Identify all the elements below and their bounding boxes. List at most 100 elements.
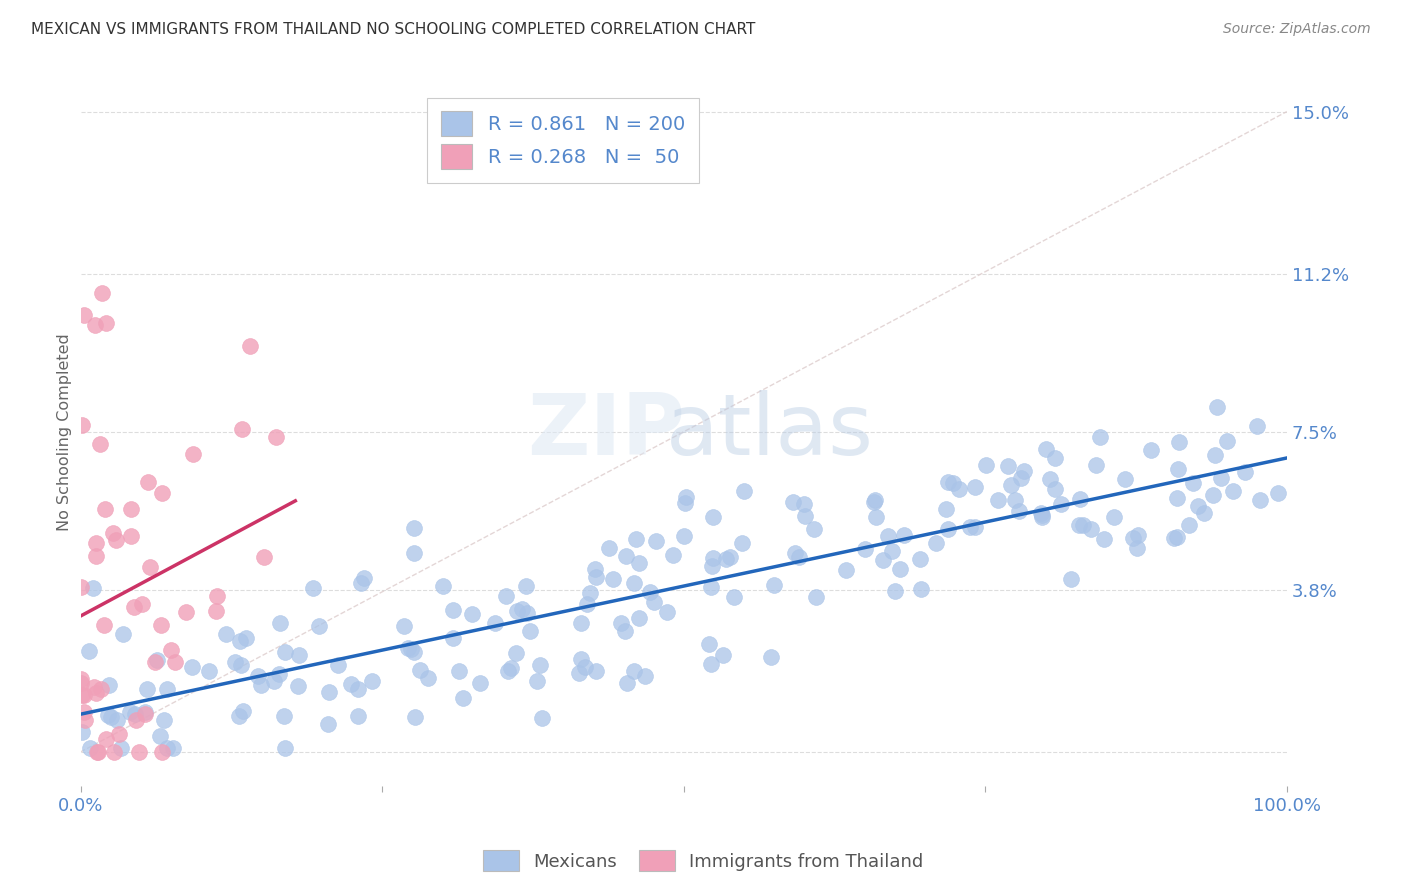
Point xyxy=(156,740,179,755)
Point xyxy=(910,552,932,566)
Point xyxy=(274,740,297,755)
Point xyxy=(1069,517,1091,532)
Point xyxy=(506,604,529,618)
Point xyxy=(862,495,884,509)
Point xyxy=(1168,435,1191,450)
Point xyxy=(614,549,637,563)
Point xyxy=(79,740,101,755)
Point xyxy=(628,557,651,571)
Point xyxy=(1031,508,1053,523)
Point xyxy=(162,740,184,755)
Point xyxy=(121,529,143,543)
Point xyxy=(530,711,553,725)
Point xyxy=(1043,483,1066,497)
Point xyxy=(205,604,228,618)
Point xyxy=(69,672,91,686)
Point xyxy=(301,581,323,595)
Point xyxy=(697,637,720,651)
Point xyxy=(125,713,148,727)
Point xyxy=(326,658,349,673)
Point xyxy=(94,316,117,330)
Point xyxy=(253,549,276,564)
Point xyxy=(318,685,340,699)
Point xyxy=(529,657,551,672)
Point xyxy=(889,562,911,576)
Point xyxy=(404,645,426,659)
Point xyxy=(105,714,128,728)
Point xyxy=(98,678,121,692)
Point xyxy=(146,652,169,666)
Point xyxy=(1163,531,1185,545)
Point xyxy=(1215,434,1237,449)
Point xyxy=(1043,451,1066,466)
Point xyxy=(959,520,981,534)
Point xyxy=(287,679,309,693)
Point xyxy=(640,584,662,599)
Point xyxy=(643,595,665,609)
Point xyxy=(70,724,93,739)
Point xyxy=(910,582,932,596)
Point xyxy=(1035,442,1057,456)
Point xyxy=(1166,491,1188,506)
Point xyxy=(112,627,135,641)
Point xyxy=(149,618,172,632)
Point xyxy=(86,745,108,759)
Point xyxy=(136,475,159,489)
Point xyxy=(935,501,957,516)
Point xyxy=(97,707,120,722)
Point xyxy=(569,651,592,665)
Point xyxy=(645,533,668,548)
Point xyxy=(1039,472,1062,486)
Point xyxy=(1004,493,1026,508)
Point xyxy=(1008,504,1031,518)
Point xyxy=(134,706,156,721)
Point xyxy=(124,599,146,614)
Text: Source: ZipAtlas.com: Source: ZipAtlas.com xyxy=(1223,22,1371,37)
Point xyxy=(505,646,527,660)
Point xyxy=(103,745,125,759)
Point xyxy=(872,553,894,567)
Point xyxy=(700,580,723,594)
Point xyxy=(120,502,142,516)
Point xyxy=(613,624,636,639)
Point xyxy=(128,745,150,759)
Point xyxy=(149,730,172,744)
Point xyxy=(675,490,697,504)
Point xyxy=(86,549,108,563)
Point xyxy=(70,580,93,594)
Point xyxy=(174,605,197,619)
Point xyxy=(1192,506,1215,520)
Point xyxy=(495,589,517,603)
Point xyxy=(77,644,100,658)
Point xyxy=(73,705,96,719)
Point xyxy=(623,664,645,678)
Point xyxy=(863,493,886,508)
Point xyxy=(155,681,177,696)
Point xyxy=(72,417,94,432)
Point xyxy=(936,522,959,536)
Point xyxy=(396,641,419,656)
Point xyxy=(1084,458,1107,472)
Point xyxy=(1166,530,1188,544)
Point xyxy=(794,509,817,524)
Point xyxy=(1122,532,1144,546)
Point xyxy=(340,677,363,691)
Point xyxy=(965,520,987,534)
Point xyxy=(198,664,221,678)
Point xyxy=(1090,430,1112,444)
Y-axis label: No Schooling Completed: No Schooling Completed xyxy=(58,333,72,531)
Point xyxy=(181,447,204,461)
Point xyxy=(948,482,970,496)
Point xyxy=(1126,527,1149,541)
Point xyxy=(501,660,523,674)
Point xyxy=(72,688,94,702)
Point xyxy=(1204,448,1226,462)
Point xyxy=(402,546,425,560)
Point xyxy=(793,497,815,511)
Point xyxy=(401,642,423,657)
Point xyxy=(963,480,986,494)
Point xyxy=(134,706,156,720)
Point xyxy=(628,611,651,625)
Point xyxy=(576,597,599,611)
Point xyxy=(82,581,104,595)
